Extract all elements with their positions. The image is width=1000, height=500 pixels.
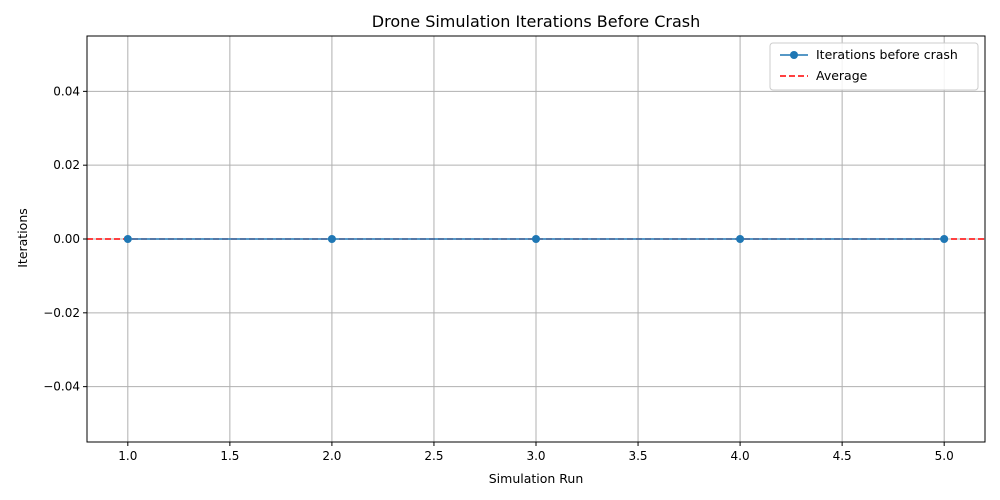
y-tick-label: −0.04 [43, 380, 80, 394]
data-point [532, 235, 540, 243]
y-tick-label: −0.02 [43, 306, 80, 320]
x-tick-label: 1.5 [220, 449, 239, 463]
x-tick-label: 3.0 [526, 449, 545, 463]
x-tick-label: 3.5 [628, 449, 647, 463]
x-axis-label: Simulation Run [489, 471, 584, 486]
legend-series-label: Iterations before crash [816, 47, 958, 62]
legend-series-marker [790, 51, 798, 59]
legend: Iterations before crash Average [769, 42, 979, 91]
data-point [940, 235, 949, 243]
data-point [736, 235, 745, 243]
x-tick-label: 2.5 [424, 449, 443, 463]
x-tick-label: 4.0 [731, 449, 750, 463]
y-tick-label: 0.00 [53, 232, 80, 246]
chart-title: Drone Simulation Iterations Before Crash [372, 12, 700, 31]
x-tick-label: 1.0 [118, 449, 137, 463]
x-tick-label: 2.0 [322, 449, 341, 463]
y-tick-label: 0.04 [53, 84, 80, 98]
y-tick-label: 0.02 [53, 158, 80, 172]
legend-average-label: Average [816, 68, 868, 83]
x-tick-label: 5.0 [935, 449, 954, 463]
legend-box [769, 42, 979, 91]
data-point [123, 235, 132, 243]
x-tick-label: 4.5 [833, 449, 852, 463]
y-axis-label: Iterations [15, 208, 30, 268]
data-point [327, 235, 336, 243]
plot-area: 1.0 1.5 2.0 2.5 3.0 3.5 4.0 4.5 5.0 −0.04 −0.02 0.0… [43, 35, 986, 463]
